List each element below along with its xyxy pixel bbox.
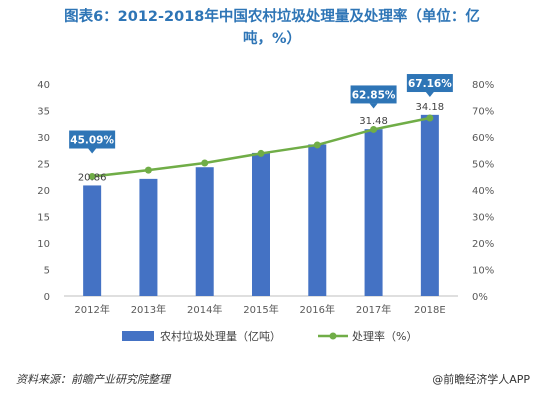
rate-callout-box — [350, 85, 397, 104]
y-left-tick-label: 10 — [37, 239, 50, 250]
rate-callout-pointer — [425, 92, 434, 98]
y-left-tick-label: 25 — [37, 160, 50, 171]
x-tick-label: 2014年 — [187, 303, 222, 316]
legend-bar-swatch — [122, 331, 154, 341]
bar — [83, 185, 102, 296]
x-tick-label: 2016年 — [300, 303, 335, 316]
y-right-tick-label: 70% — [472, 107, 494, 118]
bar-value-label: 34.18 — [416, 102, 445, 113]
rate-callout-label: 45.09% — [70, 135, 114, 147]
x-tick-label: 2017年 — [356, 303, 391, 316]
bar — [420, 114, 439, 296]
rate-point — [426, 114, 434, 122]
bar — [252, 152, 270, 296]
bar-value-label: 31.48 — [359, 116, 388, 127]
rate-callout-box — [406, 74, 453, 93]
chart-title-line-2: 吨，%） — [242, 31, 302, 47]
rate-callout-label: 67.16% — [408, 78, 452, 90]
brand-credit: @前瞻经济学人APP — [432, 373, 530, 386]
rate-point — [88, 173, 96, 181]
rate-point — [370, 125, 378, 133]
rate-callout-pointer — [369, 103, 378, 109]
legend-line-label: 处理率（%） — [352, 329, 417, 343]
chart-title-line-1: 图表6：2012-2018年中国农村垃圾处理量及处理率（单位：亿 — [64, 9, 480, 25]
y-left-tick-label: 35 — [37, 107, 50, 118]
x-tick-label: 2015年 — [243, 303, 278, 316]
y-left-tick-label: 15 — [37, 213, 50, 224]
rate-point — [313, 141, 321, 149]
bar — [364, 129, 383, 296]
rate-callout-pointer — [88, 148, 97, 154]
y-right-tick-label: 30% — [472, 213, 494, 224]
y-left-tick-label: 20 — [37, 186, 50, 197]
bar — [195, 167, 214, 296]
y-right-tick-label: 0% — [472, 292, 488, 303]
chart-title: 图表6：2012-2018年中国农村垃圾处理量及处理率（单位：亿 吨，%） — [0, 6, 544, 50]
x-tick-label: 2013年 — [131, 303, 166, 316]
y-left-tick-label: 0 — [44, 292, 50, 303]
x-tick-label: 2018E — [414, 305, 446, 316]
y-right-tick-label: 80% — [472, 80, 494, 91]
rate-callout-box — [69, 130, 116, 149]
y-right-tick-label: 10% — [472, 266, 494, 277]
bar — [308, 144, 327, 296]
x-tick-label: 2012年 — [74, 303, 109, 316]
y-left-tick-label: 30 — [37, 133, 50, 144]
rate-callout-label: 62.85% — [352, 89, 396, 101]
bar-value-label: 20.86 — [78, 172, 107, 183]
y-right-tick-label: 60% — [472, 133, 494, 144]
rate-point — [144, 166, 152, 174]
y-left-tick-label: 5 — [44, 266, 50, 277]
rate-point — [257, 149, 265, 157]
y-left-tick-label: 40 — [37, 80, 50, 91]
source-note: 资料来源：前瞻产业研究院整理 — [16, 373, 170, 386]
legend-line-marker — [329, 332, 337, 340]
rate-point — [201, 159, 209, 167]
y-right-tick-label: 50% — [472, 160, 494, 171]
y-right-tick-label: 20% — [472, 239, 494, 250]
legend-bar-label: 农村垃圾处理量（亿吨） — [160, 329, 281, 343]
y-right-tick-label: 40% — [472, 186, 494, 197]
bar — [139, 178, 158, 296]
